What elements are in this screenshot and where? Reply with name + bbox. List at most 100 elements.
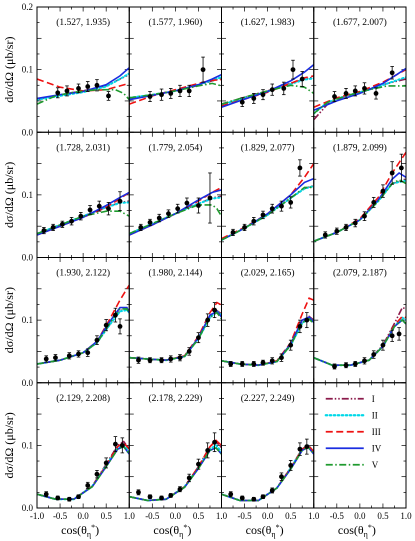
data-point [362, 86, 367, 91]
data-point [166, 211, 171, 217]
data-point [239, 495, 245, 501]
panel-energy-label: (2.227, 2.249) [241, 393, 295, 404]
data-point [398, 165, 404, 171]
x-axis-titles: cos(θη*) cos(θη*) cos(θη*) cos(θη*) [61, 523, 376, 539]
curves [37, 284, 130, 365]
data-point [212, 307, 217, 313]
data-point [177, 355, 183, 361]
data-point [186, 88, 192, 94]
data-point [334, 228, 340, 234]
data-point [389, 170, 395, 176]
panel-12: (2.079, 2.187) [313, 257, 407, 384]
x-tick-label: -0.5 [237, 511, 252, 521]
data-point [94, 471, 100, 477]
x-tick-label: 0.0 [354, 511, 366, 521]
data-point [175, 206, 181, 212]
data-point [43, 491, 49, 497]
x-title-sub: η [271, 530, 275, 539]
data-point [76, 494, 81, 500]
y-tick-label: 0.0 [22, 127, 34, 137]
data-point [269, 206, 275, 212]
data-point [196, 203, 201, 208]
x-tick-label: 0.5 [101, 511, 113, 521]
curves [37, 67, 130, 105]
y-tick-labels: 0.0 0.1 0.2 0.0 0.1 0.0 0.1 0.0 0.1 [22, 2, 34, 513]
data-point [94, 82, 100, 88]
data-point [260, 92, 266, 98]
curve-iv [313, 67, 406, 112]
panel-9: (1.930, 2.122) [36, 257, 130, 384]
x-axis-title: cos(θη*) [246, 523, 284, 539]
x-tick-label: 1.0 [124, 511, 136, 521]
data-points [228, 438, 310, 502]
data-point [297, 165, 303, 171]
curve-v [129, 311, 222, 362]
legend-label-iii: III [372, 427, 381, 437]
data-point [288, 199, 294, 205]
data-point [290, 67, 296, 73]
legend-label-iv: IV [372, 443, 382, 453]
data-point [177, 486, 183, 492]
data-point [96, 203, 102, 209]
data-point [288, 342, 294, 348]
legend-label-i: I [372, 394, 375, 404]
panel-energy-label: (2.029, 2.165) [241, 268, 295, 279]
data-point [251, 218, 257, 224]
data-point [106, 93, 111, 99]
y-tick-label: 0.1 [22, 315, 33, 325]
panel-energy-label: (2.129, 2.208) [56, 393, 110, 404]
data-point [389, 333, 395, 339]
x-tick-label: 1.0 [216, 511, 228, 521]
x-axis-title: cos(θη*) [61, 523, 99, 539]
data-point [352, 88, 358, 94]
panel-13: (2.129, 2.208) [36, 382, 130, 509]
legend-label-ii: II [372, 410, 378, 420]
data-point [196, 335, 201, 341]
x-title-sub: η [87, 530, 91, 539]
data-point [205, 317, 211, 323]
data-point [41, 228, 47, 233]
x-tick-label: 0.0 [170, 511, 182, 521]
data-point [205, 447, 211, 453]
y-tick-label: 0.0 [22, 378, 34, 388]
data-point [380, 188, 386, 194]
panel-14: (2.178, 2.229) [128, 382, 222, 509]
x-title-main: cos(θ [338, 523, 364, 537]
data-point [159, 357, 164, 363]
data-points [55, 79, 111, 101]
data-point [184, 200, 190, 206]
data-point [168, 356, 174, 362]
data-points [322, 153, 404, 239]
data-point [186, 349, 192, 354]
data-points [147, 56, 206, 102]
x-title-close: ) [280, 523, 284, 537]
data-point [168, 91, 174, 96]
data-point [59, 221, 65, 227]
data-point [251, 96, 257, 101]
data-point [260, 212, 266, 218]
data-point [297, 323, 303, 329]
panel-energy-label: (1.627, 1.983) [241, 17, 295, 28]
x-tick-label: 0.5 [193, 511, 205, 521]
curve-v [129, 204, 222, 235]
data-point [136, 489, 141, 495]
x-title-main: cos(θ [246, 523, 272, 537]
data-points [138, 172, 213, 231]
panel-energy-label: (1.728, 2.031) [56, 142, 110, 153]
data-point [200, 67, 206, 73]
data-point [103, 460, 109, 466]
curve-v [313, 85, 406, 115]
data-point [147, 220, 153, 225]
data-point [117, 198, 123, 204]
data-points [228, 312, 310, 367]
data-points [41, 191, 123, 235]
x-tick-label: 0.5 [377, 511, 389, 521]
panel-energy-label: (1.829, 2.077) [241, 142, 295, 153]
data-point [230, 230, 236, 235]
data-point [113, 441, 118, 447]
data-point [85, 483, 91, 488]
data-point [251, 361, 257, 367]
data-point [156, 215, 162, 221]
curve-iv [37, 191, 130, 236]
